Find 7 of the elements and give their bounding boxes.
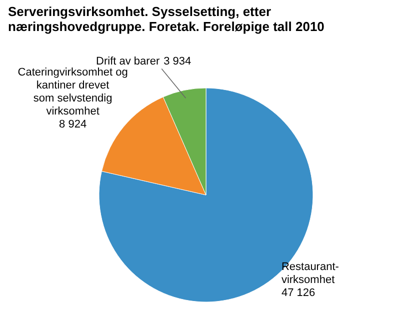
slice-label: Cateringvirksomhet og kantiner drevet som selvstendig virksomhet	[18, 66, 128, 118]
slice-label: Drift av barer	[96, 56, 160, 68]
slice-label: Restaurant- virksomhet	[281, 261, 340, 286]
chart-title: Serveringsvirksomhet. Sysselsetting, etter næringshovedgruppe. Foretak. Foreløpige tall 2010	[8, 4, 324, 34]
data-label: 3 934	[164, 56, 192, 68]
data-label: 8 924	[59, 118, 87, 130]
data-label: 47 126	[281, 287, 316, 300]
